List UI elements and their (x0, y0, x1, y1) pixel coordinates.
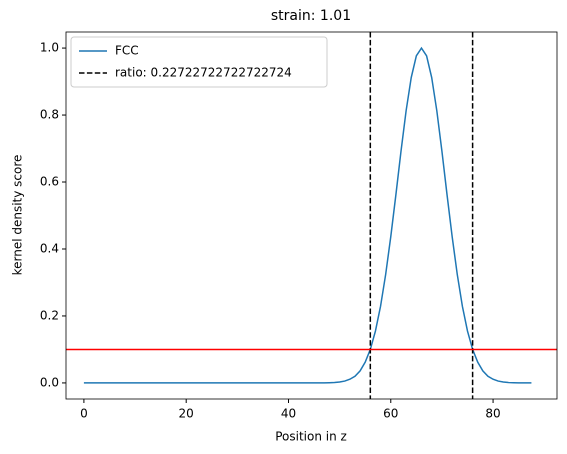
legend-label: FCC (115, 44, 139, 58)
y-axis-label: kernel density score (11, 155, 25, 276)
y-tick-label: 0.4 (40, 241, 59, 255)
plot-frame (65, 31, 558, 400)
x-tick-label: 0 (80, 407, 88, 421)
y-tick-label: 1.0 (40, 41, 59, 55)
x-tick-label: 60 (383, 407, 398, 421)
x-tick-label: 40 (281, 407, 296, 421)
x-axis-label: Position in z (275, 430, 347, 444)
legend-box (70, 36, 328, 88)
y-tick-label: 0.0 (40, 375, 59, 389)
x-tick-label: 80 (485, 407, 500, 421)
legend-label: ratio: 0.22722722722722724 (115, 66, 292, 80)
chart-title: strain: 1.01 (271, 8, 351, 24)
y-tick-label: 0.6 (40, 175, 59, 189)
y-tick-label: 0.2 (40, 308, 59, 322)
line-series (83, 46, 532, 384)
y-tick-label: 0.8 (40, 108, 59, 122)
x-tick-label: 20 (179, 407, 194, 421)
